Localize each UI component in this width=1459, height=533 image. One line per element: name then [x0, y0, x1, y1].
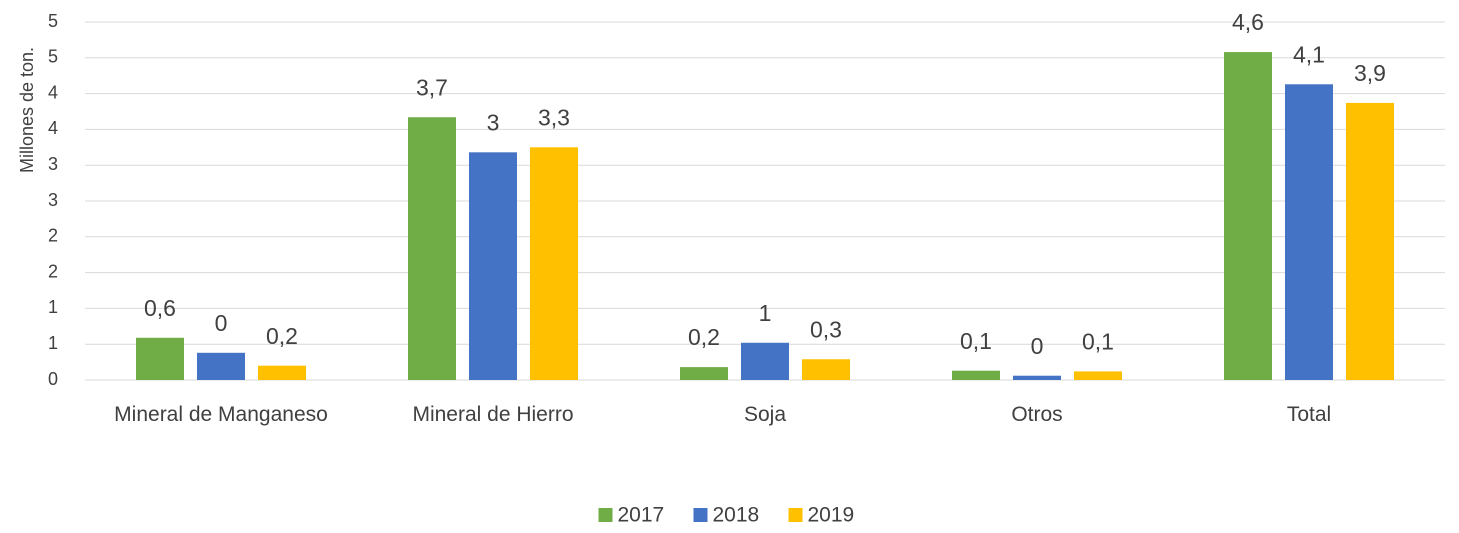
bar — [802, 359, 850, 380]
legend-swatch — [693, 508, 708, 522]
x-tick-label: Total — [1286, 403, 1332, 426]
bar — [1224, 52, 1272, 381]
data-label: 0,1 — [960, 328, 992, 354]
y-tick-label: 1 — [48, 297, 58, 317]
x-tick-label-box: Soja — [743, 403, 787, 426]
bar — [197, 352, 245, 380]
x-tick-label-box: Otros — [1011, 403, 1063, 426]
x-tick-label-box: Mineral de Manganeso — [114, 403, 328, 426]
data-label: 0,2 — [688, 324, 720, 350]
x-tick-label: Soja — [743, 403, 787, 426]
y-tick-label: 5 — [48, 11, 58, 31]
legend-swatch — [788, 508, 803, 522]
bar — [530, 147, 578, 380]
y-tick-label: 2 — [48, 261, 58, 281]
legend-label: 2019 — [808, 504, 855, 527]
data-label: 3,3 — [538, 104, 570, 130]
bar — [1074, 371, 1122, 380]
data-label: 3,7 — [416, 74, 448, 100]
y-tick-label: 1 — [48, 333, 58, 353]
data-label: 4,6 — [1232, 9, 1264, 35]
data-label: 0,3 — [810, 316, 842, 342]
x-tick-label: Otros — [1011, 403, 1063, 426]
y-tick-label: 3 — [48, 190, 58, 210]
data-label: 3 — [487, 109, 500, 135]
legend-swatch — [598, 508, 613, 522]
y-tick-label: 2 — [48, 226, 58, 246]
bar — [408, 117, 456, 380]
data-label: 0 — [1031, 333, 1044, 359]
x-tick-label-box: Mineral de Hierro — [412, 403, 574, 426]
data-label: 1 — [759, 300, 772, 326]
bar — [741, 342, 789, 380]
data-label: 4,1 — [1293, 41, 1325, 67]
y-axis-title: Millones de ton. — [17, 47, 37, 173]
bar — [469, 152, 517, 380]
bar — [1285, 84, 1333, 381]
data-label: 0,1 — [1082, 328, 1114, 354]
y-tick-label: 0 — [48, 369, 58, 389]
legend-label: 2018 — [713, 504, 760, 527]
data-label: 0 — [215, 310, 228, 336]
data-label: 3,9 — [1354, 60, 1386, 86]
bar — [952, 370, 1000, 380]
y-tick-label: 3 — [48, 154, 58, 174]
bar — [680, 367, 728, 380]
y-tick-label: 4 — [48, 118, 58, 138]
y-tick-label: 4 — [48, 82, 58, 102]
bar — [1346, 102, 1394, 381]
x-tick-label: Mineral de Hierro — [412, 403, 574, 426]
x-tick-label-box: Total — [1286, 403, 1332, 426]
bar — [1013, 375, 1061, 380]
bar — [258, 365, 306, 380]
data-label: 0,2 — [266, 323, 298, 349]
y-tick-label: 5 — [48, 47, 58, 67]
bar — [136, 337, 184, 380]
x-tick-label: Mineral de Manganeso — [114, 403, 328, 426]
legend-label: 2017 — [618, 504, 665, 527]
data-label: 0,6 — [144, 295, 176, 321]
